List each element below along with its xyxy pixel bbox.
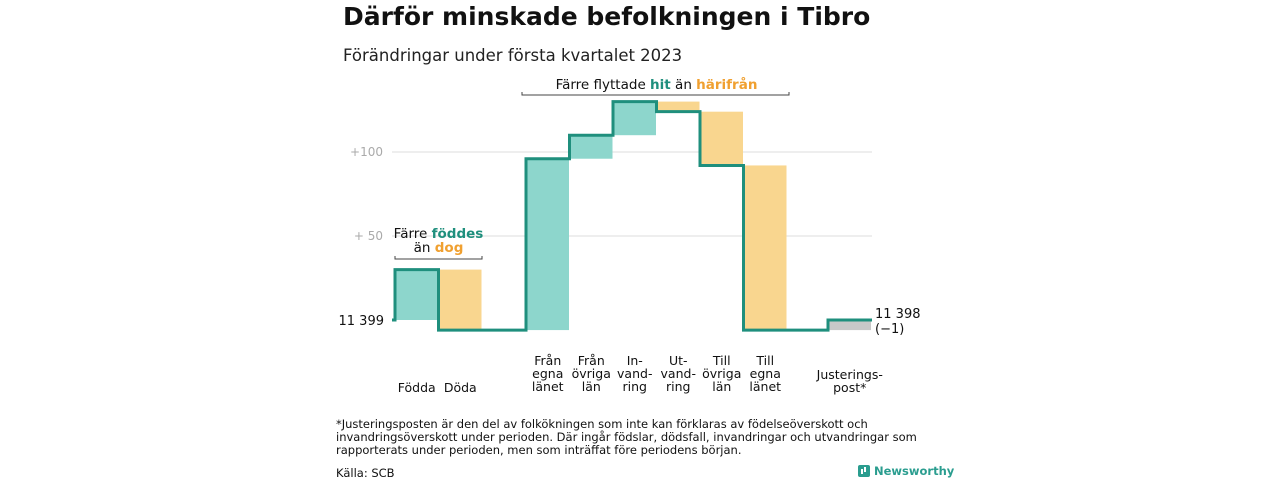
category-label-2: Från egna länet <box>532 353 564 394</box>
end-value-label: 11 398 <box>875 307 921 322</box>
newsworthy-icon <box>858 465 870 477</box>
bar-7 <box>744 165 787 331</box>
category-label-5: Ut-vand-ring <box>661 353 696 394</box>
bar-4 <box>613 101 656 136</box>
annotation-migration-bracket <box>521 92 790 96</box>
category-label-8: Justerings-post* <box>816 367 883 395</box>
footnote: *Justeringsposten är den del av folkökni… <box>336 417 917 457</box>
chart-subtitle: Förändringar under första kvartalet 2023 <box>343 46 683 65</box>
category-label-4: In-vand-ring <box>617 353 652 394</box>
brand-logo: Newsworthy <box>858 464 954 478</box>
bar-5 <box>657 101 700 112</box>
bar-8 <box>828 320 871 331</box>
y-tick-label: +100 <box>350 145 383 159</box>
category-label-7: Till egna länet <box>749 353 781 394</box>
annotation-migration: Färre flyttade hit än härifrån <box>556 76 758 93</box>
bar-1 <box>439 269 482 331</box>
chart-title: Därför minskade befolkningen i Tibro <box>343 2 871 31</box>
annotation-births-line1: Färre föddes <box>394 226 484 242</box>
y-tick-label: + 50 <box>354 229 383 243</box>
brand-name: Newsworthy <box>874 464 955 478</box>
bar-3 <box>570 135 613 159</box>
category-label-0: Födda <box>398 380 436 395</box>
category-label-3: Från övriga län <box>572 353 611 394</box>
bar-0 <box>395 269 438 320</box>
end-change-label: (−1) <box>875 322 904 337</box>
annotation-births-line2: än dog <box>414 240 464 256</box>
population-step-line <box>392 100 872 332</box>
bar-2 <box>526 158 569 331</box>
source-note: Källa: SCB <box>336 466 395 480</box>
annotation-births-bracket <box>394 256 483 260</box>
category-label-1: Döda <box>444 380 477 395</box>
bar-6 <box>700 111 743 166</box>
start-value-label: 11 399 <box>339 314 385 329</box>
waterfall-chart: + 50 +100 11 399 11 398(−1) Födda Döda Från egn… <box>339 76 921 395</box>
category-label-6: Till övriga län <box>702 353 741 394</box>
